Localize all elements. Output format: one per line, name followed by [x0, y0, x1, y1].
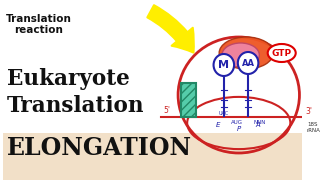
- Text: Eukaryote: Eukaryote: [7, 68, 130, 90]
- Text: E: E: [216, 122, 220, 128]
- Text: Translation: Translation: [6, 14, 72, 24]
- Text: 3': 3': [305, 107, 312, 116]
- Text: GTP: GTP: [272, 48, 292, 57]
- Text: 18S
rRNA: 18S rRNA: [307, 122, 320, 133]
- Text: NNN: NNN: [253, 120, 266, 125]
- FancyBboxPatch shape: [4, 133, 302, 180]
- Ellipse shape: [219, 37, 273, 69]
- Text: Translation: Translation: [7, 95, 145, 117]
- Text: UAC: UAC: [219, 111, 229, 116]
- Text: AUG: AUG: [231, 120, 243, 125]
- Text: ELONGATION: ELONGATION: [7, 136, 192, 160]
- FancyArrowPatch shape: [147, 5, 194, 53]
- Text: 5': 5': [163, 105, 170, 114]
- FancyBboxPatch shape: [181, 83, 196, 117]
- Circle shape: [213, 54, 234, 76]
- Ellipse shape: [222, 43, 259, 67]
- Circle shape: [238, 52, 258, 74]
- Text: P: P: [236, 126, 241, 132]
- Text: M: M: [218, 60, 229, 70]
- Text: reaction: reaction: [14, 25, 63, 35]
- Text: AA: AA: [242, 58, 255, 68]
- Text: A: A: [255, 122, 260, 128]
- Ellipse shape: [268, 44, 296, 62]
